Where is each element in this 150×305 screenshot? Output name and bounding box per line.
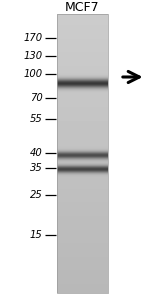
Text: 170: 170: [24, 33, 43, 43]
Text: MCF7: MCF7: [65, 1, 100, 14]
Text: 130: 130: [24, 51, 43, 61]
Text: 100: 100: [24, 69, 43, 79]
Text: 55: 55: [30, 114, 43, 124]
Text: 40: 40: [30, 148, 43, 158]
Text: 35: 35: [30, 163, 43, 173]
Text: 70: 70: [30, 93, 43, 103]
Text: 25: 25: [30, 190, 43, 200]
Text: 15: 15: [30, 230, 43, 240]
Bar: [57, 14, 108, 293]
